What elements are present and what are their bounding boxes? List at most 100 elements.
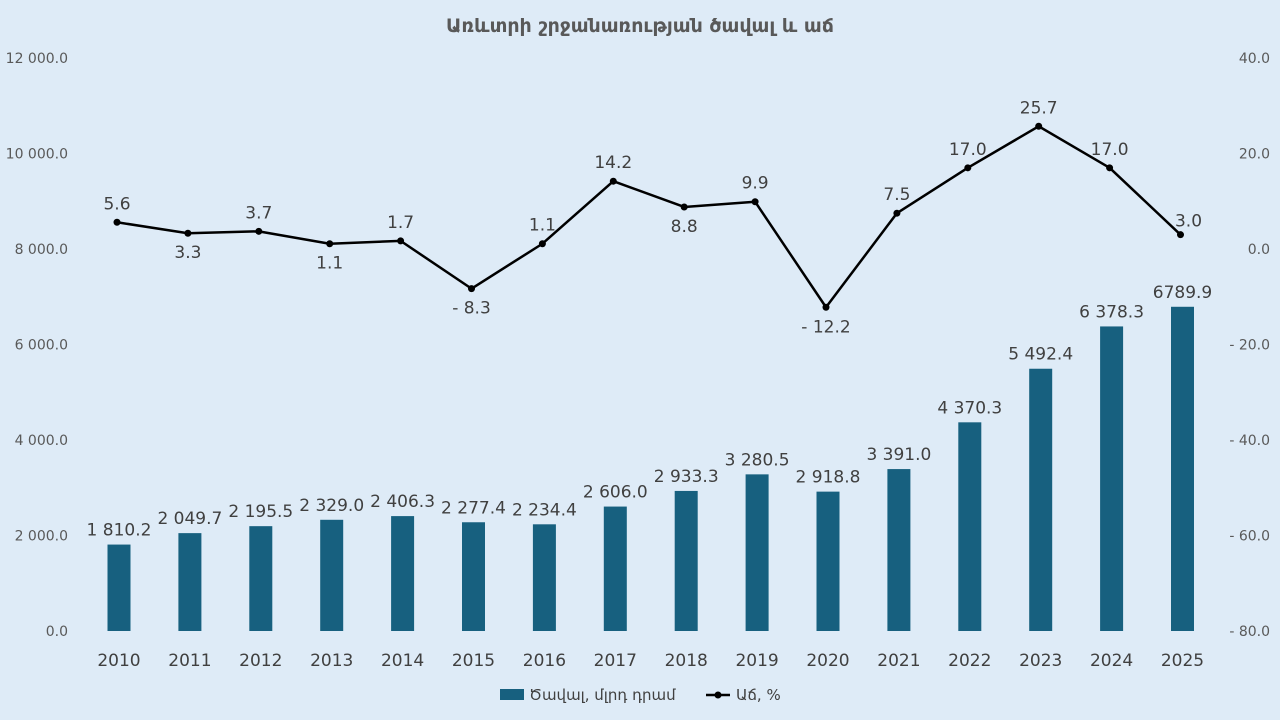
x-axis-tick-label: 2021 — [877, 651, 920, 671]
line-data-labels: 5.6 3.3 3.7 1.1 1.7 - 8.3 1.1 14.2 8.8 9.9 - 12.2 7… — [103, 98, 1202, 337]
left-axis-tick-label: 8 000.0 — [15, 242, 68, 258]
line-point — [1106, 164, 1114, 172]
left-axis-tick-label: 12 000.0 — [6, 51, 68, 67]
bar-data-label: 3 391.0 — [866, 445, 931, 465]
line-data-label: 17.0 — [1091, 140, 1129, 160]
legend-bar-label: Ծավալ, մլրդ դրամ — [529, 686, 676, 704]
line-data-label: 9.9 — [742, 174, 769, 194]
x-axis-tick-label: 2017 — [594, 651, 637, 671]
line-point — [893, 209, 901, 217]
left-axis-tick-label: 2 000.0 — [15, 529, 68, 545]
line-data-label: 17.0 — [949, 140, 987, 160]
bar — [674, 490, 698, 631]
x-axis-tick-label: 2024 — [1090, 651, 1133, 671]
right-axis-tick-label: - 60.0 — [1229, 529, 1270, 545]
bar — [958, 422, 982, 631]
line-data-label: 14.2 — [594, 153, 632, 173]
line-point — [538, 240, 546, 248]
line-data-label: - 12.2 — [801, 317, 850, 337]
line-data-label: 3.3 — [174, 243, 201, 263]
right-axis-tick-label: - 80.0 — [1229, 624, 1270, 640]
bar-data-label: 6789.9 — [1153, 283, 1212, 303]
line-point — [609, 177, 617, 185]
line-point — [255, 227, 263, 235]
bar — [178, 533, 202, 631]
line-point — [184, 229, 192, 237]
bar-data-label: 2 933.3 — [654, 467, 719, 487]
line-data-label: 5.6 — [103, 194, 130, 214]
x-axis-tick-label: 2014 — [381, 651, 424, 671]
x-axis-tick-label: 2025 — [1161, 651, 1204, 671]
x-axis-tick-label: 2010 — [97, 651, 140, 671]
line-point — [751, 198, 759, 206]
bar-data-label: 2 918.8 — [796, 468, 861, 488]
x-axis-tick-label: 2016 — [523, 651, 566, 671]
bar-data-label: 5 492.4 — [1008, 345, 1073, 365]
bar-data-label: 2 049.7 — [157, 509, 222, 529]
legend-line-label: Աճ, % — [736, 686, 781, 704]
x-axis-tick-label: 2013 — [310, 651, 353, 671]
right-axis-tick-label: - 20.0 — [1229, 338, 1270, 354]
x-axis-tick-label: 2012 — [239, 651, 282, 671]
line-data-label: 8.8 — [671, 217, 698, 237]
line-data-label: 1.7 — [387, 213, 414, 233]
chart-title: Առևտրի շրջանառության ծավալ և աճ — [446, 15, 834, 37]
line-data-label: 1.1 — [316, 254, 343, 274]
bar — [1029, 368, 1053, 631]
line-data-label: 7.5 — [883, 185, 910, 205]
bar — [107, 544, 131, 631]
legend-bar-swatch — [500, 689, 524, 700]
line-point — [680, 203, 688, 211]
bar-data-label: 4 370.3 — [937, 398, 1002, 418]
right-axis-tick-label: - 40.0 — [1229, 433, 1270, 449]
left-axis-tick-label: 4 000.0 — [15, 433, 68, 449]
bar — [816, 491, 840, 631]
line-point — [326, 240, 334, 248]
line-point — [1177, 231, 1184, 239]
bar — [1100, 326, 1124, 631]
bar — [745, 474, 769, 631]
bar-data-label: 3 280.5 — [725, 450, 790, 470]
line-point — [113, 218, 121, 226]
left-axis-tick-label: 0.0 — [46, 624, 68, 640]
x-axis-tick-label: 2015 — [452, 651, 495, 671]
line-data-label: 1.1 — [529, 216, 556, 236]
bar — [320, 519, 344, 631]
line-point — [397, 237, 405, 245]
line-data-label: 3.7 — [245, 203, 272, 223]
left-axis-tick-label: 6 000.0 — [15, 338, 68, 354]
left-axis: 0.0 2 000.0 4 000.0 6 000.0 8 000.0 10 000.0 1… — [6, 51, 68, 640]
bar-data-label: 2 606.0 — [583, 483, 648, 503]
right-axis: - 80.0 - 60.0 - 40.0 - 20.0 0.0 20.0 40.0 — [1229, 51, 1270, 640]
bar — [1171, 306, 1194, 631]
bar-series — [107, 306, 1194, 631]
bar-data-labels: 1 810.22 049.7 2 195.5 2 329.0 2 406.3 2 277… — [87, 283, 1213, 541]
x-axis-tick-label: 2019 — [735, 651, 778, 671]
line-point — [468, 285, 475, 293]
right-axis-tick-label: 40.0 — [1239, 51, 1270, 67]
line-data-label: 3.0 — [1175, 212, 1202, 232]
bar-data-label: 2 234.4 — [512, 500, 577, 520]
line-point — [1035, 122, 1043, 130]
x-axis-tick-label: 2022 — [948, 651, 991, 671]
x-axis-tick-label: 2018 — [665, 651, 708, 671]
x-axis-tick-label: 2020 — [806, 651, 849, 671]
line-data-label: 25.7 — [1020, 98, 1058, 118]
x-axis-tick-label: 2011 — [168, 651, 211, 671]
bar-data-label: 1 810.2 — [87, 521, 152, 541]
bar — [391, 516, 415, 631]
bar-data-label: 2 406.3 — [370, 492, 435, 512]
x-axis-tick-label: 2023 — [1019, 651, 1062, 671]
legend-line-marker — [714, 691, 722, 699]
x-axis: 2010 2011 2012 2013 2014 2015 2016 2017 2018 2019… — [97, 651, 1204, 671]
legend: Ծավալ, մլրդ դրամ Աճ, % — [500, 686, 781, 704]
left-axis-tick-label: 10 000.0 — [6, 147, 68, 163]
bar-data-label: 6 378.3 — [1079, 302, 1144, 322]
right-axis-tick-label: 0.0 — [1248, 242, 1270, 258]
bar — [532, 524, 556, 631]
line-series — [113, 122, 1184, 311]
line-point — [822, 303, 830, 311]
bar-data-label: 2 277.4 — [441, 498, 506, 518]
